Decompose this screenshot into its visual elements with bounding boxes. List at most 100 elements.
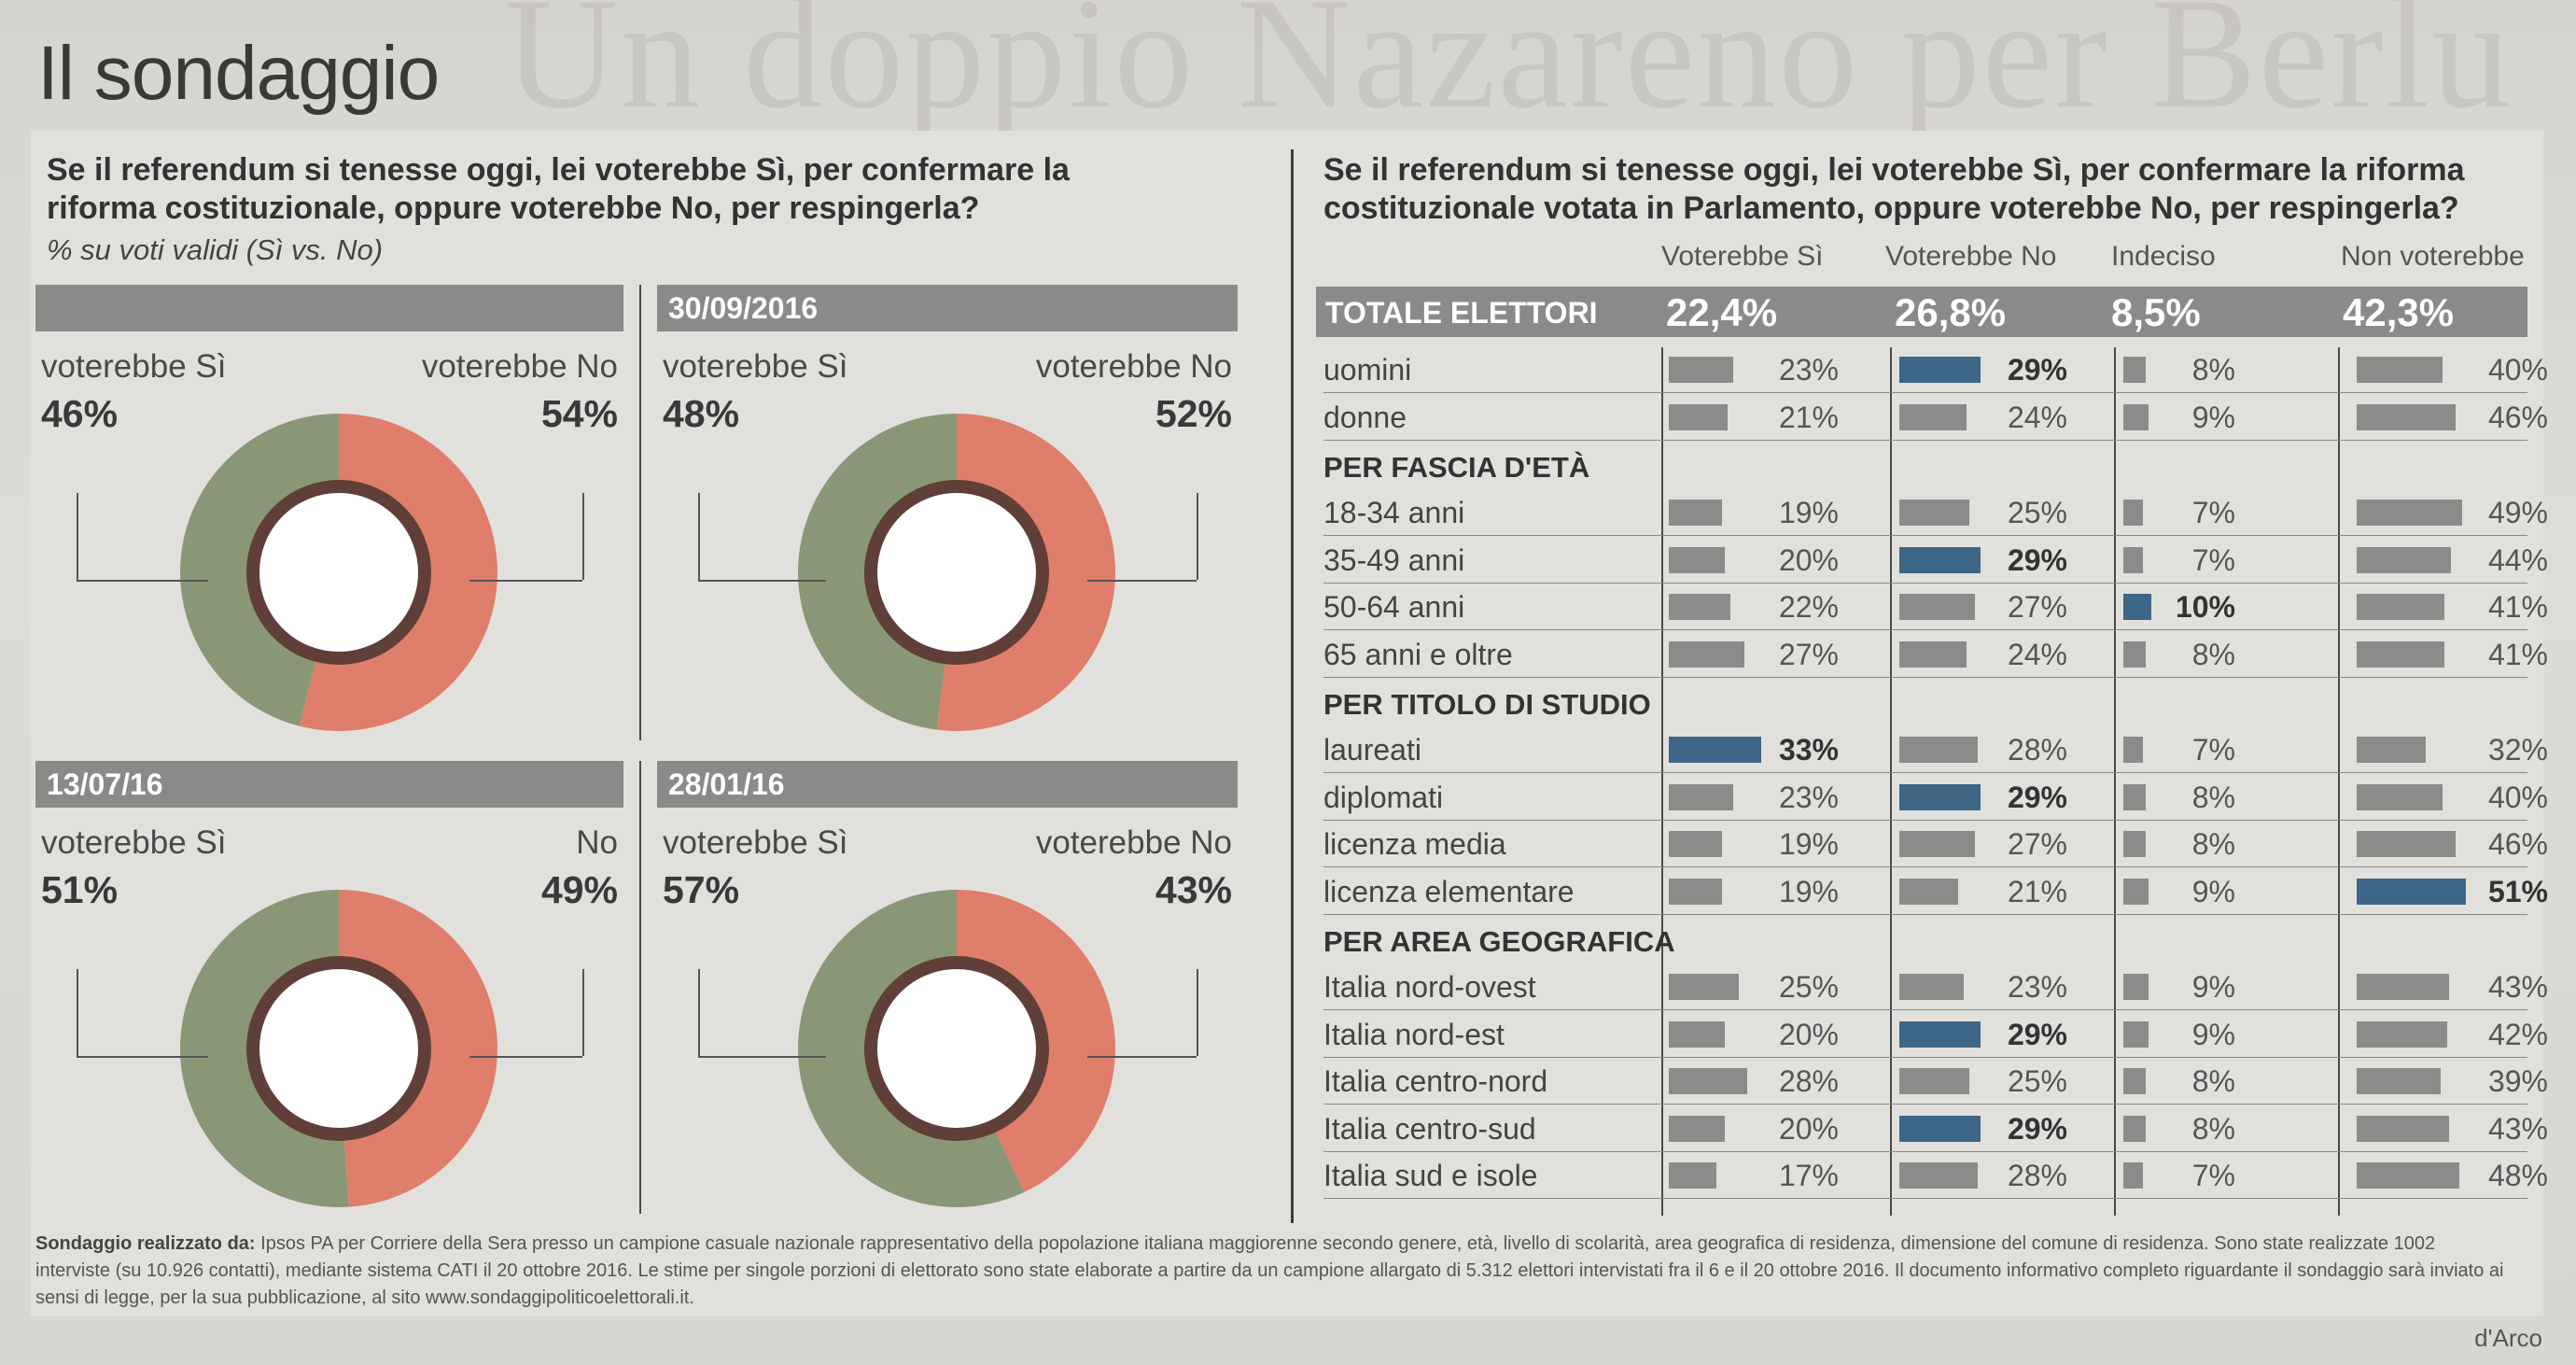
value-label: 9% bbox=[2191, 1017, 2235, 1051]
value-label: 51% bbox=[2487, 874, 2548, 908]
no-label: voterebbe No bbox=[1035, 348, 1232, 385]
leader-line-left bbox=[698, 969, 700, 1056]
value-label: 9% bbox=[2191, 970, 2235, 1004]
value-label: 24% bbox=[2007, 400, 2067, 434]
value-label: 7% bbox=[2191, 542, 2235, 577]
si-percent: 57% bbox=[663, 868, 740, 911]
value-bar bbox=[1899, 831, 1975, 857]
value-bar bbox=[1899, 1115, 1981, 1142]
donut-date-bar bbox=[35, 285, 623, 331]
row-rule bbox=[1323, 392, 2527, 393]
si-label: voterebbe Sì bbox=[663, 824, 848, 861]
value-bar bbox=[2123, 1162, 2143, 1189]
value-label: 43% bbox=[2487, 970, 2548, 1004]
row-label: 50-64 anni bbox=[1323, 590, 1465, 624]
value-label: 27% bbox=[2007, 827, 2067, 861]
value-label: 7% bbox=[2191, 733, 2235, 767]
total-bar bbox=[1316, 287, 2527, 337]
row-rule bbox=[1323, 1198, 2527, 1199]
value-label: 48% bbox=[2487, 1159, 2548, 1192]
row-label: licenza media bbox=[1323, 827, 1506, 861]
value-label: 29% bbox=[2007, 1017, 2067, 1051]
value-label: 24% bbox=[2007, 637, 2067, 671]
no-percent: 43% bbox=[1155, 868, 1232, 911]
value-bar bbox=[2357, 1162, 2459, 1189]
leader-line-left-h bbox=[77, 580, 208, 582]
column-header: Non voterebbe bbox=[2341, 241, 2525, 272]
no-percent: 49% bbox=[540, 868, 618, 911]
row-rule bbox=[1323, 629, 2527, 630]
row-label: Italia nord-est bbox=[1323, 1017, 1505, 1051]
si-percent: 51% bbox=[41, 868, 119, 911]
value-bar bbox=[2123, 1020, 2149, 1048]
row-rule bbox=[1323, 772, 2527, 773]
row-rule bbox=[1323, 439, 2527, 441]
value-label: 9% bbox=[2191, 400, 2235, 434]
si-label: voterebbe Sì bbox=[41, 348, 227, 385]
value-label: 40% bbox=[2487, 353, 2548, 387]
value-label: 9% bbox=[2191, 874, 2235, 908]
value-bar bbox=[2123, 783, 2146, 810]
value-label: 23% bbox=[2007, 970, 2067, 1004]
value-bar bbox=[1669, 831, 1722, 857]
value-label: 29% bbox=[2007, 353, 2067, 387]
column-header: Voterebbe Sì bbox=[1661, 241, 1824, 272]
row-rule bbox=[1323, 819, 2527, 821]
value-bar bbox=[1899, 737, 1978, 763]
left-question: Se il referendum si tenesse oggi, lei vo… bbox=[47, 152, 1070, 226]
value-label: 20% bbox=[1778, 542, 1839, 577]
row-rule bbox=[1323, 1056, 2527, 1058]
row-rule bbox=[1323, 1009, 2527, 1010]
donut-inner-ring bbox=[246, 480, 431, 665]
value-label: 8% bbox=[2191, 1111, 2235, 1146]
value-label: 8% bbox=[2191, 637, 2235, 671]
value-bar bbox=[2357, 974, 2449, 1000]
value-bar bbox=[1899, 783, 1981, 810]
value-label: 29% bbox=[2007, 780, 2067, 814]
author-credit: d'Arco bbox=[2474, 1324, 2542, 1352]
value-bar bbox=[2357, 1068, 2441, 1094]
row-rule bbox=[1323, 535, 2527, 536]
value-label: 46% bbox=[2487, 400, 2548, 434]
value-bar bbox=[2123, 1068, 2146, 1094]
value-bar bbox=[1899, 1068, 1969, 1094]
no-label: voterebbe No bbox=[1035, 824, 1232, 861]
slice-no bbox=[936, 414, 1116, 731]
value-bar bbox=[2123, 403, 2149, 430]
leader-line-left bbox=[77, 493, 78, 580]
value-bar bbox=[2357, 546, 2451, 573]
value-bar bbox=[2123, 357, 2146, 383]
leader-line-left bbox=[77, 969, 78, 1056]
row-label: 65 anni e oltre bbox=[1323, 637, 1513, 671]
row-rule bbox=[1323, 866, 2527, 867]
value-bar bbox=[1899, 1020, 1981, 1048]
row-rule bbox=[1323, 913, 2527, 915]
total-value: 26,8% bbox=[1895, 290, 2007, 334]
value-bar bbox=[2357, 500, 2462, 526]
value-label: 29% bbox=[2007, 542, 2067, 577]
value-bar bbox=[2357, 737, 2426, 763]
value-bar bbox=[2123, 974, 2149, 1000]
value-label: 28% bbox=[2007, 733, 2067, 767]
total-label: TOTALE ELETTORI bbox=[1325, 296, 1598, 330]
si-percent: 48% bbox=[663, 392, 740, 435]
value-label: 28% bbox=[1778, 1064, 1839, 1098]
value-bar bbox=[2123, 1115, 2146, 1142]
bleed-through-headline: Un doppio Nazareno per Berlu bbox=[504, 0, 2513, 141]
value-label: 20% bbox=[1778, 1017, 1839, 1051]
row-label: 35-49 anni bbox=[1323, 542, 1465, 577]
value-label: 40% bbox=[2487, 780, 2548, 814]
value-bar bbox=[2357, 783, 2443, 810]
value-label: 8% bbox=[2191, 827, 2235, 861]
donut-chart bbox=[180, 414, 497, 731]
value-label: 41% bbox=[2487, 637, 2548, 671]
value-bar bbox=[1669, 737, 1761, 763]
slice-si bbox=[798, 890, 1025, 1207]
value-bar bbox=[2123, 594, 2151, 620]
value-bar bbox=[1669, 403, 1728, 430]
leader-line-right bbox=[582, 969, 584, 1056]
total-value: 8,5% bbox=[2111, 290, 2201, 334]
value-label: 39% bbox=[2487, 1064, 2548, 1098]
value-bar bbox=[2357, 1020, 2447, 1048]
donut-inner-ring bbox=[246, 956, 431, 1141]
